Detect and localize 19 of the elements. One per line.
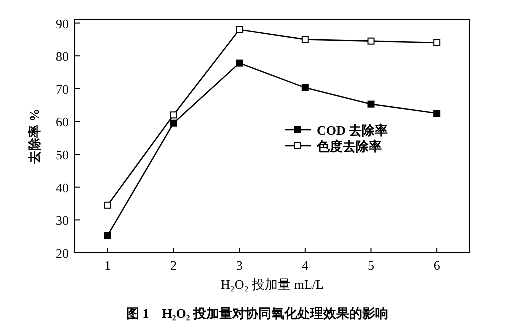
x-tick-label: 1 (104, 258, 112, 273)
y-tick-label: 20 (56, 246, 69, 261)
x-tick-label: 6 (434, 258, 441, 273)
y-axis-title: 去除率 % (27, 108, 42, 166)
x-axis-title: H₂O₂ 投加量 mL/L (221, 277, 324, 292)
y-tick-label: 60 (56, 114, 69, 130)
legend-label: COD 去除率 (317, 123, 388, 138)
y-tick-label: 50 (56, 148, 69, 163)
legend-label: 色度去除率 (316, 139, 382, 154)
x-tick-label: 5 (368, 258, 374, 273)
y-tick-label: 80 (56, 49, 69, 64)
y-tick-label: 70 (56, 82, 69, 97)
y-tick-label: 90 (56, 16, 69, 32)
y-tick-label: 40 (56, 180, 69, 196)
x-tick-label: 2 (170, 258, 177, 273)
x-tick-label: 4 (302, 258, 310, 273)
caption: 图 1 H₂O₂ 投加量对协同氧化处理效果的影响 (126, 306, 389, 321)
y-tick-label: 30 (56, 213, 69, 228)
x-tick-label: 3 (236, 258, 243, 273)
